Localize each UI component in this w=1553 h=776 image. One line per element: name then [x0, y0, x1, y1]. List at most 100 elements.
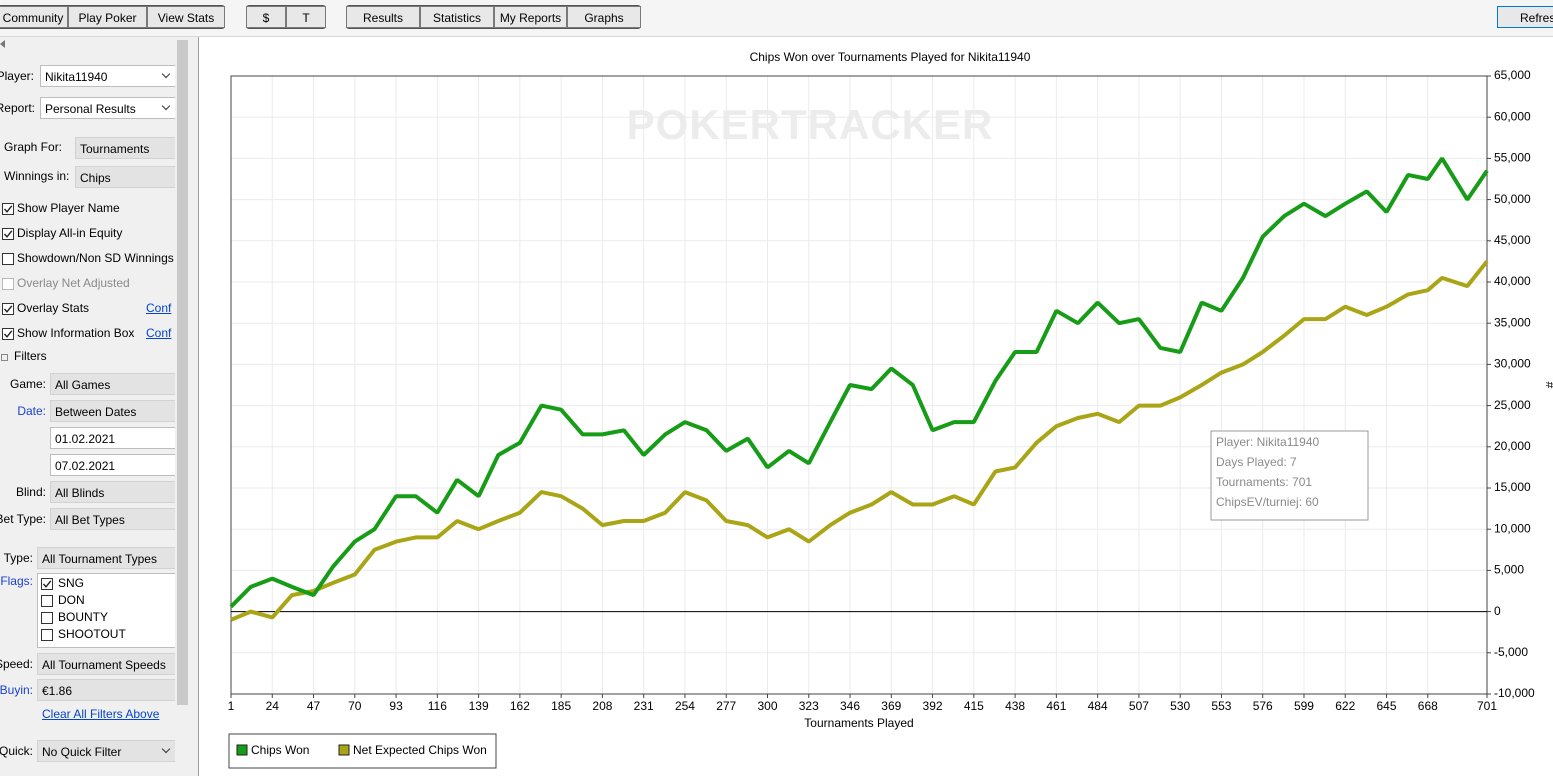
field-box[interactable]: Personal Results	[40, 97, 175, 119]
legend-swatch	[236, 744, 248, 756]
splitter[interactable]	[190, 37, 199, 776]
info-text: Tournaments: 701	[1216, 475, 1312, 489]
field-box[interactable]: All Tournament Speeds	[37, 653, 175, 675]
x-tick-label: 507	[1129, 699, 1149, 713]
field-box[interactable]: Between Dates	[50, 400, 175, 422]
collapse-icon[interactable]	[1, 354, 8, 361]
checkbox[interactable]	[41, 595, 53, 607]
x-tick-label: 701	[1477, 699, 1497, 713]
field-label: Flags:	[0, 574, 33, 588]
toolbar-button[interactable]: T	[286, 6, 326, 28]
checkbox[interactable]	[41, 629, 53, 641]
x-tick-label: 93	[389, 699, 403, 713]
info-box	[1210, 430, 1369, 521]
config-link[interactable]: Conf	[146, 301, 172, 315]
y-tick-label: 0	[1494, 604, 1501, 618]
collapse-icon[interactable]	[0, 40, 5, 48]
checkbox[interactable]	[41, 578, 53, 590]
x-tick-label: 599	[1294, 699, 1314, 713]
info-text: ChipsEV/turniej: 60	[1216, 495, 1319, 509]
field-label: Graph For:	[4, 140, 63, 154]
x-tick-label: 300	[757, 699, 777, 713]
x-tick-label: 208	[592, 699, 612, 713]
x-tick-label: 185	[551, 699, 571, 713]
field-label: Speed:	[0, 657, 33, 671]
check-mark	[3, 205, 13, 213]
field-box[interactable]: All Tournament Types	[37, 547, 175, 569]
toolbar: Community Play Poker View Stats $ T Results St…	[0, 0, 1553, 37]
field-box[interactable]: All Blinds	[50, 481, 175, 503]
field-box[interactable]: Nikita11940	[40, 65, 175, 87]
x-tick-label: 277	[716, 699, 736, 713]
x-tick-label: 438	[1005, 699, 1025, 713]
flag-label: BOUNTY	[58, 610, 109, 624]
field-box[interactable]: €1.86	[37, 679, 175, 701]
x-tick-label: 346	[840, 699, 860, 713]
x-tick-label: 415	[964, 699, 984, 713]
x-tick-label: 47	[307, 699, 321, 713]
option-label: Overlay Net Adjusted	[17, 276, 130, 290]
option-label: Display All-in Equity	[17, 226, 123, 240]
y-tick-label: 15,000	[1494, 480, 1531, 494]
toolbar-button[interactable]: Play Poker	[68, 6, 147, 28]
refresh-button[interactable]: Refresh	[1497, 6, 1553, 28]
scroll-thumb[interactable]	[177, 40, 188, 705]
checkbox[interactable]	[2, 328, 14, 340]
x-tick-label: 645	[1377, 699, 1397, 713]
field-label: Type:	[3, 551, 33, 565]
field-label: Buyin:	[0, 683, 33, 697]
field-box[interactable]: 01.02.2021	[50, 427, 175, 449]
x-tick-label: 576	[1253, 699, 1273, 713]
checkbox[interactable]	[2, 253, 14, 265]
field-box[interactable]: Tournaments	[75, 137, 175, 159]
field-box[interactable]: All Games	[50, 373, 175, 395]
chart: Chips Won over Tournaments Played for Ni…	[228, 50, 1553, 769]
checkbox[interactable]	[2, 303, 14, 315]
x-tick-label: 484	[1088, 699, 1108, 713]
toolbar-button[interactable]: Statistics	[420, 6, 494, 28]
field-box[interactable]: All Bet Types	[50, 508, 175, 530]
y-axis-label: #	[1543, 382, 1553, 389]
checkbox[interactable]	[41, 612, 53, 624]
x-tick-label: 139	[469, 699, 489, 713]
x-tick-label: 116	[428, 699, 447, 713]
checkbox[interactable]	[2, 228, 14, 240]
x-tick-label: 323	[799, 699, 819, 713]
x-tick-label: 530	[1170, 699, 1190, 713]
clear-filters-link[interactable]: Clear All Filters Above	[42, 707, 160, 721]
toolbar-button[interactable]: My Reports	[494, 6, 567, 28]
x-axis-label: Tournaments Played	[804, 716, 913, 730]
check-mark	[3, 330, 13, 338]
toolbar-button[interactable]: Community	[0, 6, 68, 28]
checkbox[interactable]	[2, 203, 14, 215]
series-line	[230, 260, 1489, 622]
watermark: POKERTRACKER	[627, 101, 994, 148]
option-label: Showdown/Non SD Winnings	[17, 251, 174, 265]
x-tick-label: 369	[881, 699, 901, 713]
toolbar-button[interactable]: View Stats	[147, 6, 225, 28]
sidebar: Player: Nikita11940 Report: Personal Result…	[0, 37, 175, 776]
info-text: Days Played: 7	[1216, 455, 1297, 469]
toolbar-button[interactable]: Results	[346, 6, 420, 28]
x-tick-label: 668	[1418, 699, 1438, 713]
y-tick-label: 20,000	[1494, 439, 1531, 453]
field-box[interactable]: No Quick Filter	[37, 740, 175, 762]
flags-list[interactable]	[37, 573, 175, 648]
field-box[interactable]: 07.02.2021	[50, 454, 175, 476]
toolbar-button[interactable]: Graphs	[567, 6, 641, 28]
config-link[interactable]: Conf	[146, 326, 172, 340]
y-tick-label: 35,000	[1494, 315, 1531, 329]
toolbar-button[interactable]: $	[246, 6, 286, 28]
y-tick-label: 40,000	[1494, 274, 1531, 288]
option-label: Show Information Box	[17, 326, 135, 340]
x-tick-label: 24	[266, 699, 280, 713]
legend-label: Net Expected Chips Won	[353, 743, 487, 757]
y-tick-label: 25,000	[1494, 398, 1531, 412]
info-text: Player: Nikita11940	[1216, 435, 1319, 449]
chart-title: Chips Won over Tournaments Played for Ni…	[750, 50, 1031, 64]
x-tick-label: 553	[1211, 699, 1231, 713]
y-tick-label: 60,000	[1494, 109, 1531, 123]
field-box[interactable]: Chips	[75, 166, 175, 188]
y-tick-label: -5,000	[1494, 645, 1528, 659]
